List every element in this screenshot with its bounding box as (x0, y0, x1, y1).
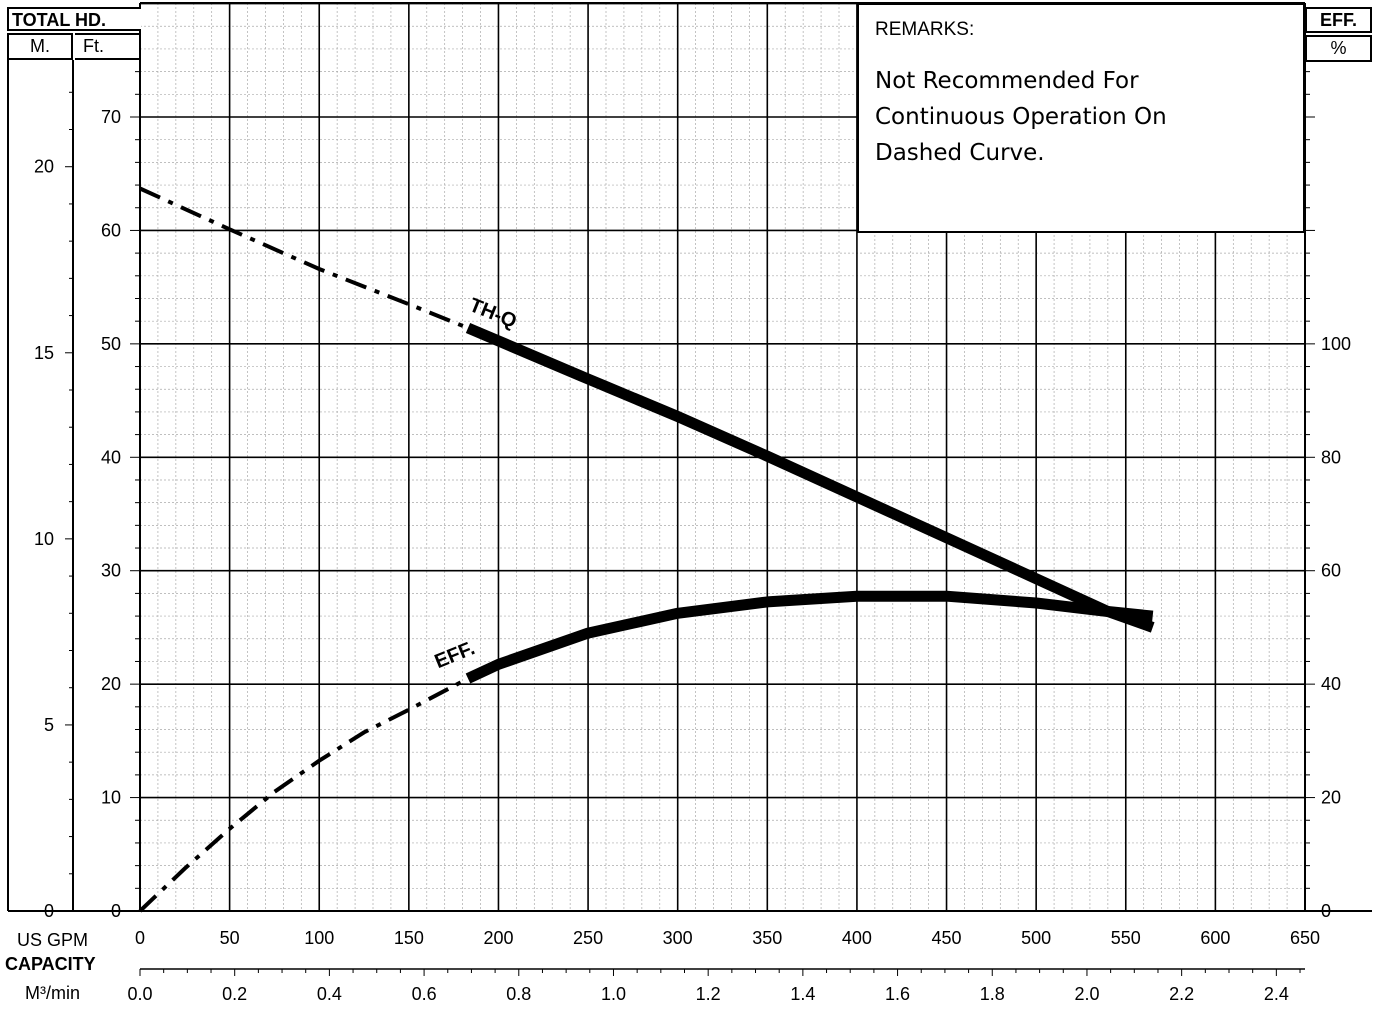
remarks-text: Not Recommended For Continuous Operation… (875, 68, 1167, 166)
meters-unit-label: M. (7, 33, 73, 60)
gpm-tick-label: 450 (932, 928, 962, 948)
efficiency-title: EFF. (1305, 7, 1372, 33)
m3-tick-label: 0.6 (412, 984, 437, 1004)
feet-tick-label: 40 (101, 447, 121, 467)
gpm-tick-label: 300 (663, 928, 693, 948)
meter-tick-label: 0 (44, 901, 54, 921)
meter-tick-label: 15 (34, 343, 54, 363)
total-head-title: TOTAL HD. (7, 7, 141, 31)
feet-tick-label: 20 (101, 674, 121, 694)
meter-tick-label: 20 (34, 157, 54, 177)
eff-tick-label: 40 (1321, 674, 1341, 694)
eff-tick-label: 0 (1321, 901, 1331, 921)
gpm-tick-label: 600 (1200, 928, 1230, 948)
feet-unit-label: Ft. (75, 33, 141, 60)
gpm-tick-label: 350 (752, 928, 782, 948)
eff-tick-label: 60 (1321, 561, 1341, 581)
capacity-label: CAPACITY (5, 954, 96, 974)
m3-tick-label: 1.4 (790, 984, 815, 1004)
eff-solid-curve (465, 590, 1154, 684)
meter-tick-label: 5 (44, 715, 54, 735)
m3-tick-label: 2.2 (1169, 984, 1194, 1004)
m3-tick-label: 0.8 (506, 984, 531, 1004)
feet-tick-label: 10 (101, 788, 121, 808)
th-q-dashed-curve (139, 186, 469, 330)
m3-tick-label: 1.0 (601, 984, 626, 1004)
efficiency-unit-label: % (1305, 35, 1372, 62)
gpm-tick-label: 200 (483, 928, 513, 948)
eff-tick-label: 80 (1321, 447, 1341, 467)
eff-dashed-curve (138, 676, 469, 913)
m3-tick-label: 2.0 (1074, 984, 1099, 1004)
eff-tick-label: 20 (1321, 788, 1341, 808)
gpm-tick-label: 550 (1111, 928, 1141, 948)
gpm-tick-label: 50 (220, 928, 240, 948)
curves (138, 186, 1155, 913)
gpm-tick-label: 500 (1021, 928, 1051, 948)
m3-tick-label: 1.2 (696, 984, 721, 1004)
feet-tick-label: 50 (101, 334, 121, 354)
th-q-solid-curve (465, 322, 1155, 633)
feet-tick-label: 30 (101, 561, 121, 581)
gpm-tick-label: 650 (1290, 928, 1320, 948)
gpm-tick-label: 150 (394, 928, 424, 948)
gpm-tick-label: 0 (135, 928, 145, 948)
meter-tick-label: 10 (34, 529, 54, 549)
m3-tick-label: 0.2 (222, 984, 247, 1004)
feet-tick-label: 0 (111, 901, 121, 921)
m3-tick-label: 0.4 (317, 984, 342, 1004)
eff-tick-label: 100 (1321, 334, 1351, 354)
eff-curve-label: EFF. (432, 637, 478, 673)
remarks-title: REMARKS: (875, 19, 975, 40)
minor-grid (140, 3, 1305, 911)
m3-tick-label: 1.8 (980, 984, 1005, 1004)
gpm-tick-label: 400 (842, 928, 872, 948)
us-gpm-label: US GPM (17, 930, 89, 950)
feet-tick-label: 60 (101, 220, 121, 240)
m3-tick-label: 2.4 (1264, 984, 1289, 1004)
m3-per-min-label: M³/min (25, 983, 80, 1003)
m3-tick-label: 1.6 (885, 984, 910, 1004)
feet-tick-label: 70 (101, 107, 121, 127)
m3-tick-label: 0.0 (127, 984, 152, 1004)
gpm-tick-label: 100 (304, 928, 334, 948)
axes (7, 2, 1372, 976)
gpm-tick-label: 250 (573, 928, 603, 948)
remarks-box: REMARKS: Not Recommended For Continuous … (857, 3, 1305, 233)
